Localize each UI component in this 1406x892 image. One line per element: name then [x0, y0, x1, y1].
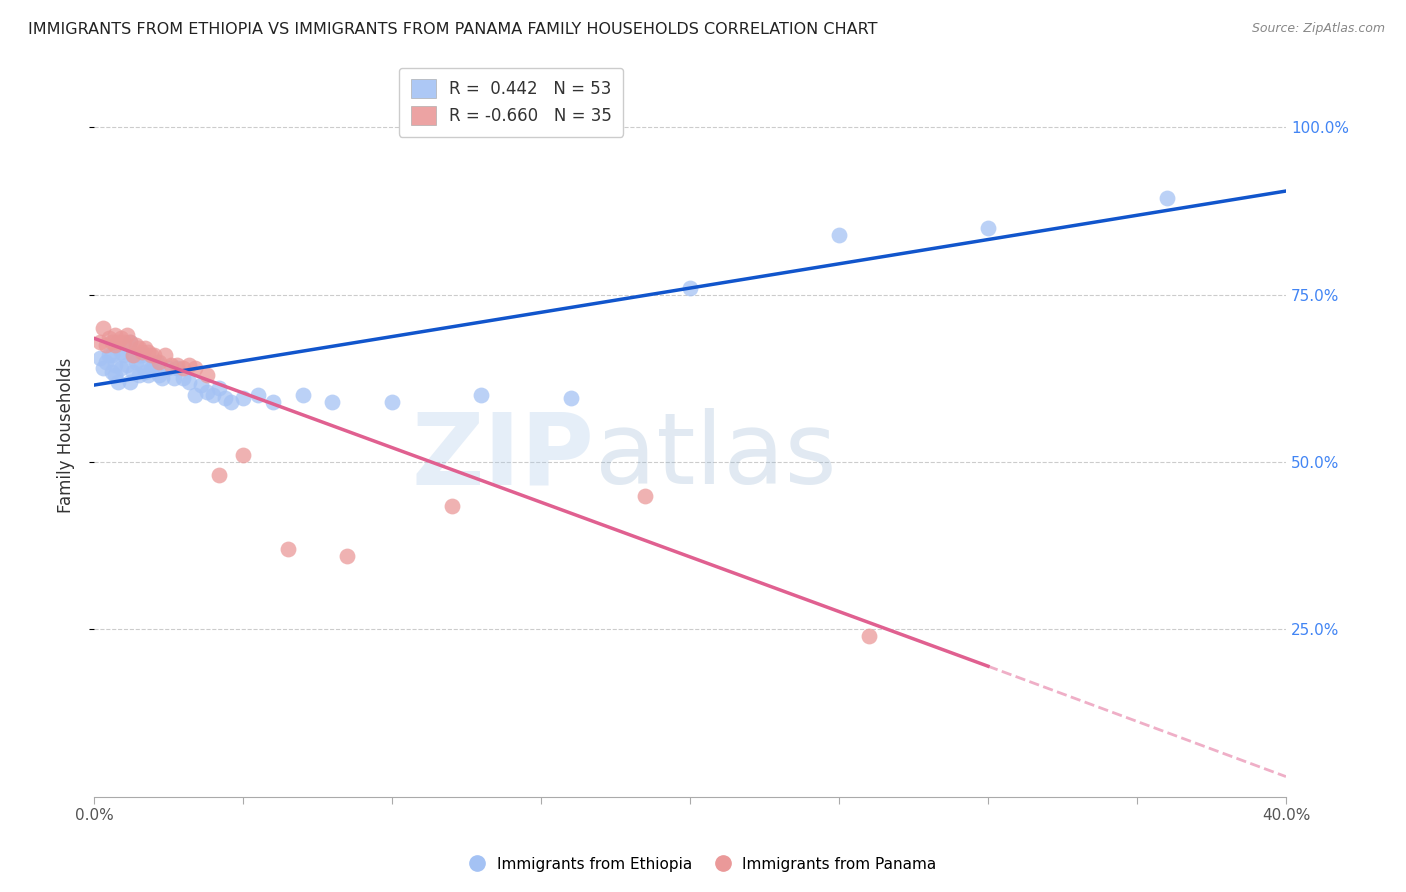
- Point: [277, 542, 299, 557]
- Point: [134, 365, 156, 379]
- Point: [101, 334, 124, 349]
- Text: IMMIGRANTS FROM ETHIOPIA VS IMMIGRANTS FROM PANAMA FAMILY HOUSEHOLDS CORRELATION: IMMIGRANTS FROM ETHIOPIA VS IMMIGRANTS F…: [28, 22, 877, 37]
- Y-axis label: Family Households: Family Households: [58, 358, 75, 513]
- Point: [104, 338, 127, 352]
- Point: [977, 220, 1000, 235]
- Point: [190, 378, 212, 392]
- Point: [118, 334, 141, 349]
- Point: [131, 348, 153, 362]
- Point: [828, 227, 851, 242]
- Point: [121, 365, 143, 379]
- Point: [160, 358, 183, 372]
- Point: [124, 354, 146, 368]
- Point: [440, 499, 463, 513]
- Point: [89, 334, 111, 349]
- Point: [172, 361, 194, 376]
- Point: [679, 281, 702, 295]
- Point: [148, 354, 170, 368]
- Point: [1156, 191, 1178, 205]
- Point: [157, 361, 180, 376]
- Point: [110, 331, 132, 345]
- Point: [184, 361, 207, 376]
- Point: [128, 341, 150, 355]
- Point: [858, 629, 880, 643]
- Point: [470, 388, 492, 402]
- Point: [131, 344, 153, 359]
- Point: [128, 368, 150, 382]
- Point: [560, 392, 582, 406]
- Point: [208, 468, 231, 483]
- Point: [131, 358, 153, 372]
- Point: [155, 348, 177, 362]
- Point: [107, 334, 129, 349]
- Point: [291, 388, 314, 402]
- Point: [232, 392, 254, 406]
- Legend: Immigrants from Ethiopia, Immigrants from Panama: Immigrants from Ethiopia, Immigrants fro…: [461, 849, 945, 880]
- Point: [91, 361, 114, 376]
- Point: [124, 338, 146, 352]
- Text: atlas: atlas: [595, 409, 837, 506]
- Point: [101, 365, 124, 379]
- Point: [110, 344, 132, 359]
- Point: [89, 351, 111, 366]
- Point: [195, 368, 218, 382]
- Point: [634, 489, 657, 503]
- Point: [115, 358, 138, 372]
- Point: [104, 358, 127, 372]
- Point: [101, 348, 124, 362]
- Point: [110, 361, 132, 376]
- Point: [136, 344, 159, 359]
- Point: [104, 327, 127, 342]
- Point: [94, 338, 117, 352]
- Point: [195, 384, 218, 399]
- Point: [91, 321, 114, 335]
- Point: [142, 348, 165, 362]
- Point: [107, 375, 129, 389]
- Point: [104, 368, 127, 382]
- Point: [163, 371, 186, 385]
- Point: [148, 368, 170, 382]
- Point: [184, 388, 207, 402]
- Point: [214, 392, 236, 406]
- Point: [166, 358, 188, 372]
- Point: [166, 361, 188, 376]
- Point: [145, 354, 167, 368]
- Point: [112, 334, 135, 349]
- Point: [94, 354, 117, 368]
- Point: [97, 348, 120, 362]
- Point: [139, 348, 162, 362]
- Point: [232, 449, 254, 463]
- Point: [121, 348, 143, 362]
- Point: [136, 368, 159, 382]
- Point: [172, 371, 194, 385]
- Point: [152, 371, 174, 385]
- Point: [118, 334, 141, 349]
- Legend: R =  0.442   N = 53, R = -0.660   N = 35: R = 0.442 N = 53, R = -0.660 N = 35: [399, 68, 623, 136]
- Point: [134, 341, 156, 355]
- Point: [142, 358, 165, 372]
- Point: [262, 394, 284, 409]
- Point: [179, 358, 201, 372]
- Text: ZIP: ZIP: [412, 409, 595, 506]
- Point: [321, 394, 343, 409]
- Point: [219, 394, 242, 409]
- Point: [246, 388, 269, 402]
- Point: [112, 348, 135, 362]
- Point: [336, 549, 359, 563]
- Point: [118, 375, 141, 389]
- Point: [208, 381, 231, 395]
- Point: [121, 348, 143, 362]
- Point: [97, 331, 120, 345]
- Point: [202, 388, 225, 402]
- Point: [381, 394, 404, 409]
- Text: Source: ZipAtlas.com: Source: ZipAtlas.com: [1251, 22, 1385, 36]
- Point: [139, 361, 162, 376]
- Point: [179, 375, 201, 389]
- Point: [128, 348, 150, 362]
- Point: [115, 327, 138, 342]
